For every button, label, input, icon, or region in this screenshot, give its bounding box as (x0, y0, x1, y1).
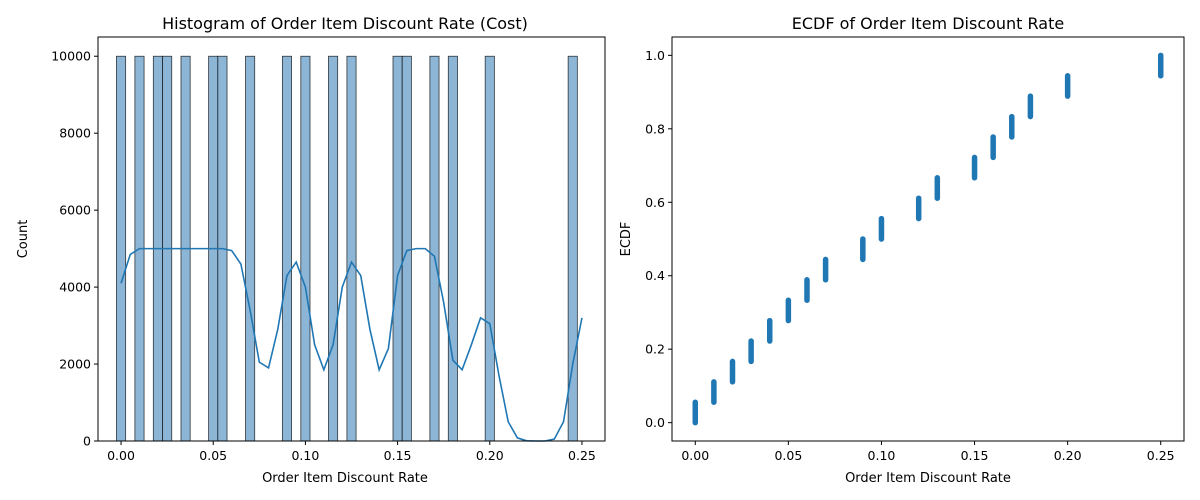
ecdf-x-tick-label: 0.20 (1054, 448, 1082, 463)
kde-line (120, 247, 583, 442)
histogram-bar (300, 55, 311, 442)
histogram-y-tick-label: 2000 (59, 357, 91, 372)
histogram-y-tick-label: 8000 (59, 126, 91, 141)
histogram-x-tick-label: 0.25 (568, 448, 596, 463)
histogram-y-tick-label: 10000 (51, 49, 91, 64)
ecdf-x-ticks: 0.00 0.05 0.10 0.15 0.20 0.25 (681, 441, 1175, 463)
histogram-bar (281, 55, 292, 442)
ecdf-y-tick-label: 1.0 (645, 48, 665, 63)
ecdf-y-tick-label: 0.2 (645, 342, 665, 357)
histogram-x-tick-label: 0.20 (476, 448, 504, 463)
histogram-title: Histogram of Order Item Discount Rate (C… (162, 14, 528, 33)
ecdf-y-tick-label: 0.4 (645, 268, 665, 283)
ecdf-title: ECDF of Order Item Discount Rate (792, 14, 1064, 33)
ecdf-x-tick-label: 0.05 (774, 448, 802, 463)
histogram-axes-frame (97, 36, 606, 442)
ecdf-x-tick-label: 0.00 (681, 448, 709, 463)
histogram-bar (328, 55, 339, 442)
ecdf-x-label: Order Item Discount Rate (845, 471, 1011, 486)
ecdf-chart: ECDF of Order Item Discount Rate 0.00 0.0… (619, 14, 1185, 486)
histogram-y-tick-label: 6000 (59, 203, 91, 218)
ecdf-segments (692, 52, 1164, 426)
histogram-y-label: Count (16, 220, 31, 259)
histogram-y-ticks: 0 2000 4000 6000 8000 10000 (51, 49, 98, 449)
histogram-x-label: Order Item Discount Rate (262, 471, 428, 486)
ecdf-x-tick-label: 0.15 (961, 448, 989, 463)
histogram-y-tick-label: 0 (83, 434, 91, 449)
ecdf-y-ticks: 0.0 0.2 0.4 0.6 0.8 1.0 (645, 48, 672, 430)
histogram-bar (392, 55, 403, 442)
histogram-bar (429, 55, 440, 442)
ecdf-x-tick-label: 0.25 (1147, 448, 1175, 463)
histogram-x-tick-label: 0.10 (291, 448, 319, 463)
ecdf-y-tick-label: 0.6 (645, 195, 665, 210)
histogram-y-tick-label: 4000 (59, 280, 91, 295)
histogram-bar (484, 55, 495, 442)
ecdf-axes-frame (671, 36, 1185, 442)
histogram-bar (447, 55, 458, 442)
histogram-bar (346, 55, 357, 442)
histogram-x-ticks: 0.00 0.05 0.10 0.15 0.20 0.25 (107, 441, 596, 463)
histogram-chart: Histogram of Order Item Discount Rate (C… (16, 14, 606, 486)
histogram-x-tick-label: 0.15 (384, 448, 412, 463)
histogram-x-tick-label: 0.00 (107, 448, 135, 463)
ecdf-y-tick-label: 0.0 (645, 415, 665, 430)
histogram-bar (116, 55, 127, 442)
ecdf-x-tick-label: 0.10 (868, 448, 896, 463)
ecdf-y-label: ECDF (619, 222, 634, 257)
histogram-bar (401, 55, 412, 442)
ecdf-y-tick-label: 0.8 (645, 121, 665, 136)
histogram-x-tick-label: 0.05 (199, 448, 227, 463)
histogram-bar (245, 55, 256, 442)
